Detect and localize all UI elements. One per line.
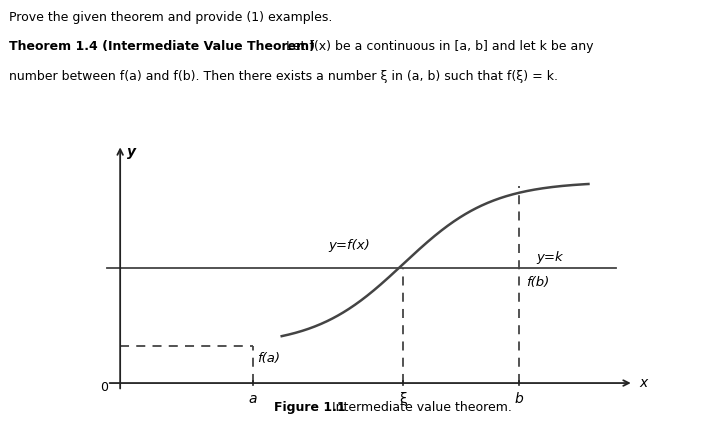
Text: b: b: [514, 392, 523, 406]
Text: Let f(x) be a continuous in [a, b] and let k be any: Let f(x) be a continuous in [a, b] and l…: [282, 40, 594, 54]
Text: y=k: y=k: [536, 251, 563, 264]
Text: 0: 0: [100, 381, 108, 394]
Text: f(a): f(a): [257, 352, 280, 365]
Text: Figure 1.1: Figure 1.1: [274, 401, 345, 414]
Text: number between f(a) and f(b). Then there exists a number ξ in (a, b) such that f: number between f(a) and f(b). Then there…: [9, 70, 559, 83]
Text: y: y: [127, 144, 136, 159]
Text: y=f(x): y=f(x): [328, 239, 370, 252]
Text: ξ: ξ: [400, 392, 408, 406]
Text: f(b): f(b): [526, 276, 549, 289]
Text: x: x: [640, 376, 648, 390]
Text: Intermediate value theorem.: Intermediate value theorem.: [320, 401, 512, 414]
Text: a: a: [248, 392, 257, 406]
Text: Prove the given theorem and provide (1) examples.: Prove the given theorem and provide (1) …: [9, 11, 333, 24]
Text: Theorem 1.4 (Intermediate Value Theorem): Theorem 1.4 (Intermediate Value Theorem): [9, 40, 315, 54]
